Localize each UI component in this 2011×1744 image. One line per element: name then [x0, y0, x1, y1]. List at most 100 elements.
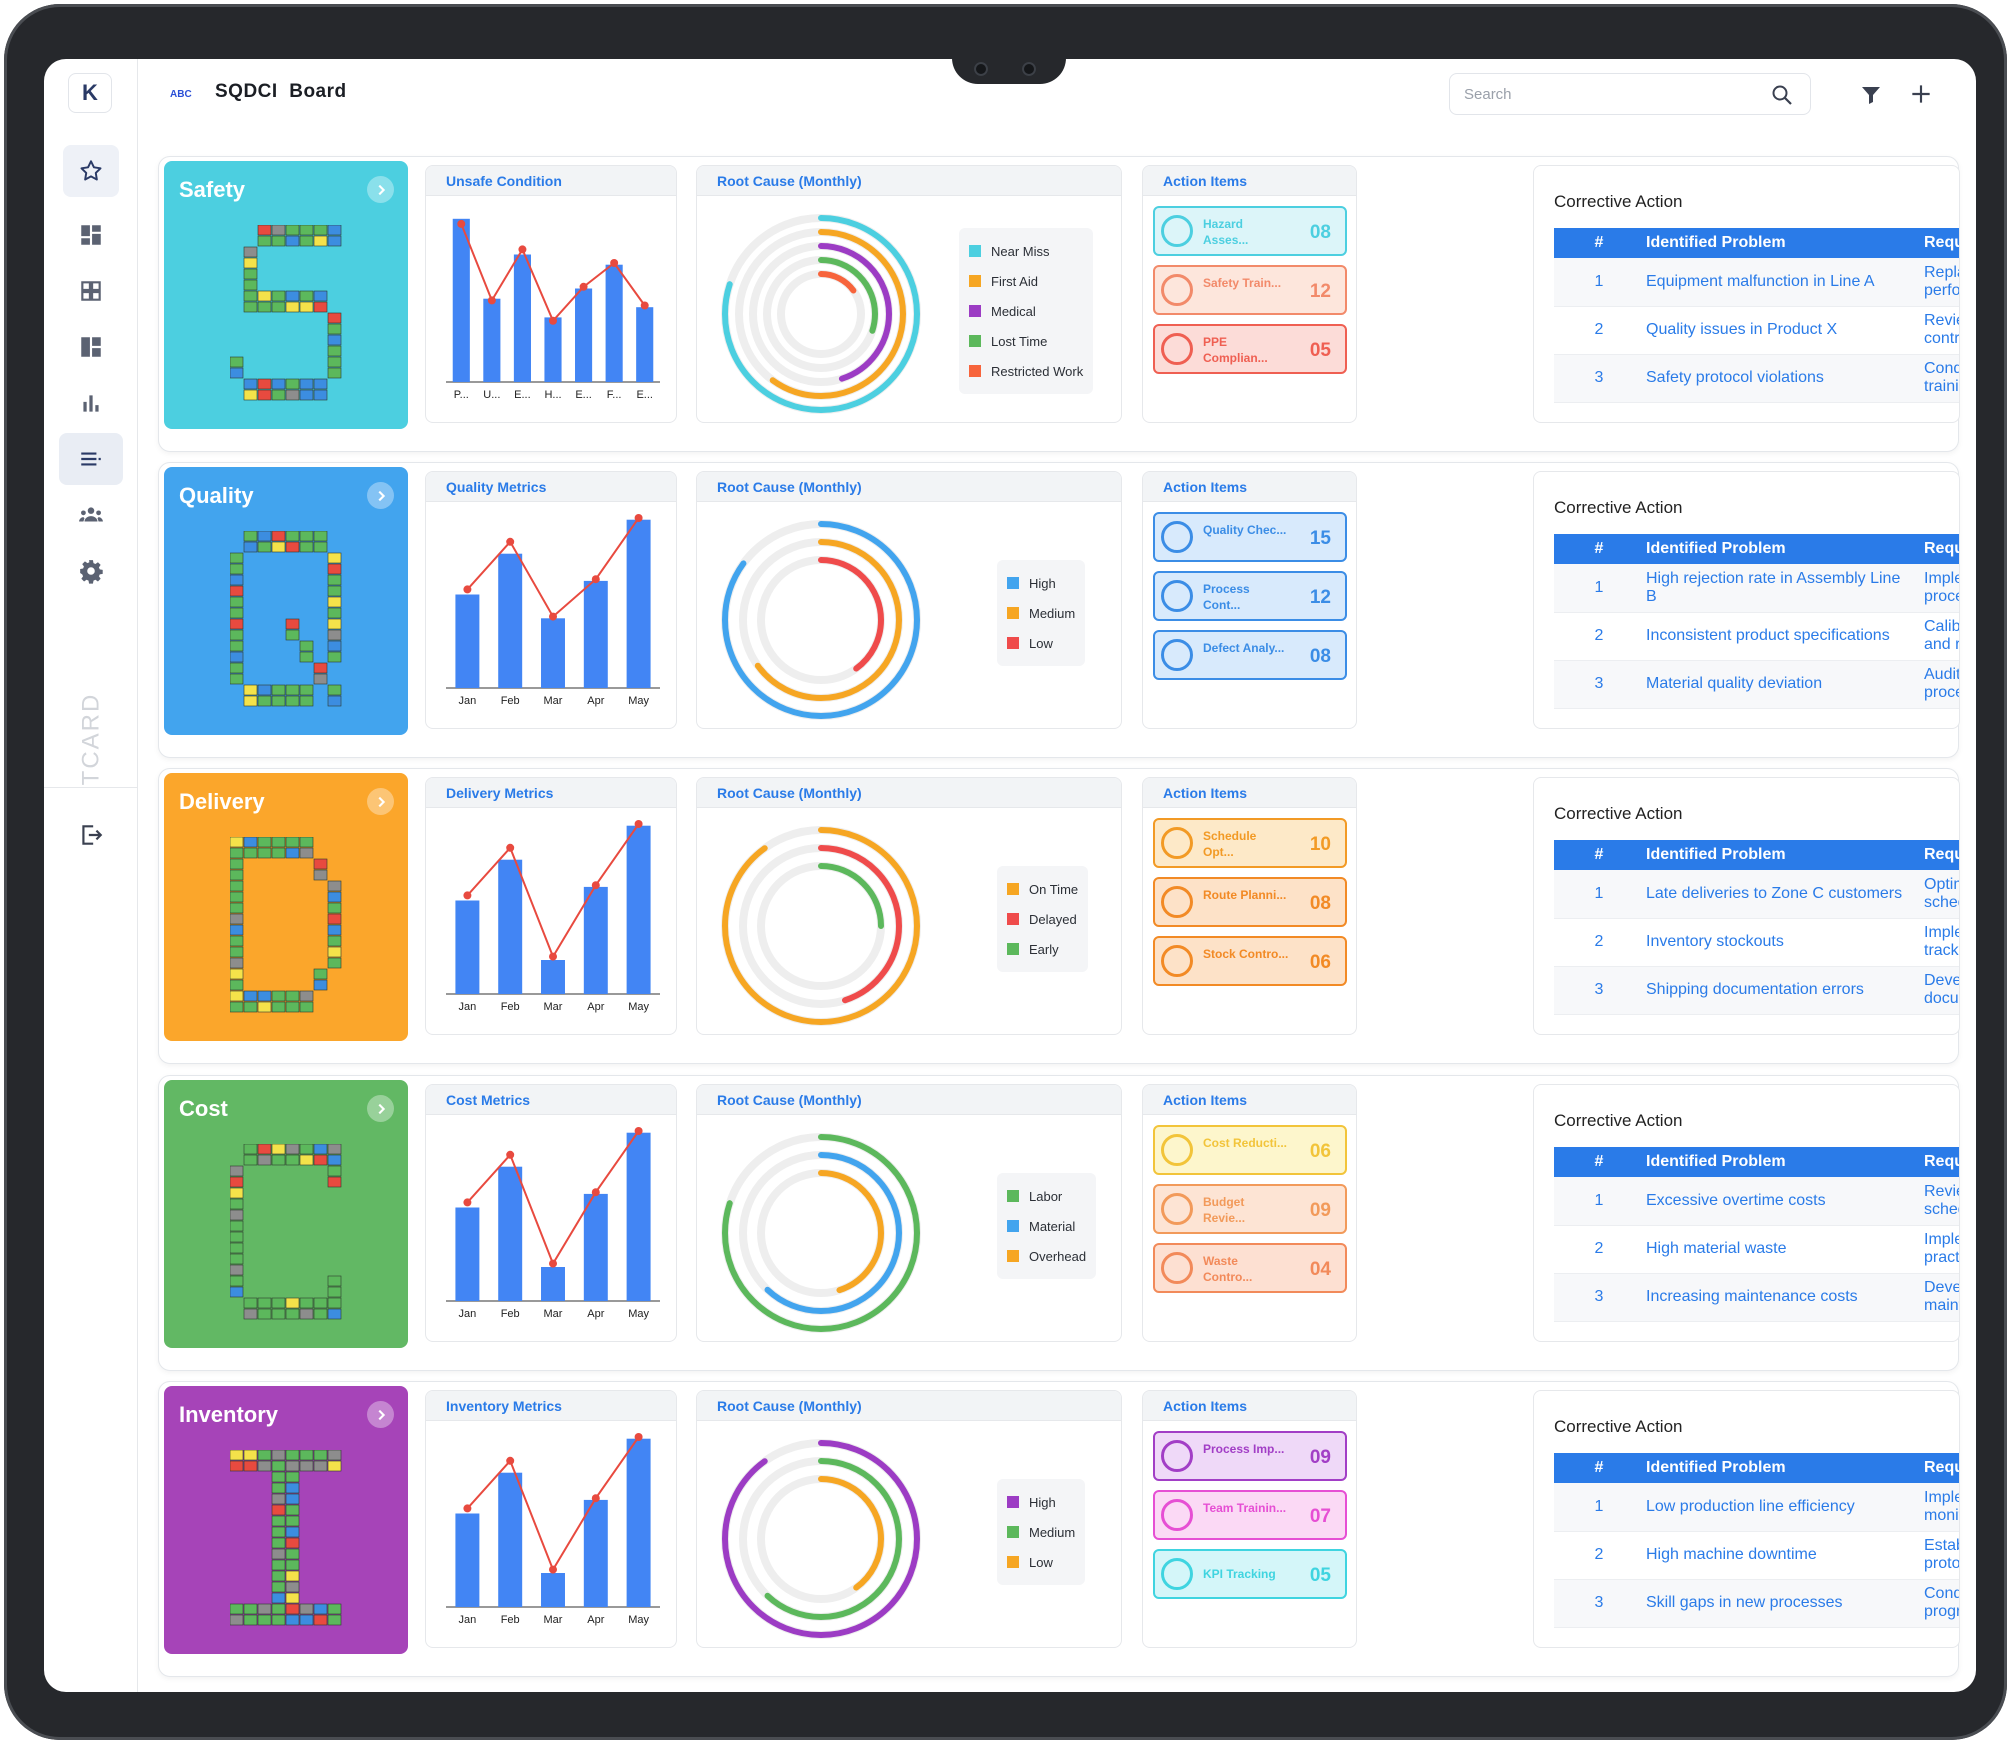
action-item[interactable]: Waste Contro... 04 [1153, 1243, 1347, 1293]
action-item[interactable]: Stock Contro... 06 [1153, 936, 1347, 986]
open-category-button[interactable] [367, 482, 394, 509]
radial-arc-low[interactable] [758, 557, 884, 683]
bar[interactable] [544, 317, 562, 382]
nav-grid[interactable] [59, 265, 123, 317]
legend-item[interactable]: On Time [1007, 874, 1078, 904]
nav-team[interactable] [59, 489, 123, 541]
legend-item[interactable]: Medium [1007, 1517, 1075, 1547]
column-header[interactable]: Identified Problem [1644, 228, 1924, 258]
open-category-button[interactable] [367, 1095, 394, 1122]
radial-arc-medium[interactable] [740, 539, 902, 701]
search-input[interactable] [1449, 73, 1811, 115]
legend-item[interactable]: Labor [1007, 1181, 1086, 1211]
legend-item[interactable]: High [1007, 568, 1075, 598]
bar[interactable] [513, 254, 531, 383]
category-tile-cost[interactable]: Cost [164, 1080, 408, 1348]
bar[interactable] [626, 1438, 651, 1607]
column-header[interactable]: Required Corrective Action [1924, 534, 1959, 564]
trend-point[interactable] [591, 1188, 600, 1197]
radial-arc-early[interactable] [758, 863, 884, 989]
radial-arc-lost-time[interactable] [764, 257, 878, 371]
bar[interactable] [541, 1267, 565, 1301]
radial-arc-material[interactable] [740, 1152, 902, 1314]
open-category-button[interactable] [367, 1401, 394, 1428]
trend-point[interactable] [634, 1127, 643, 1135]
trend-point[interactable] [549, 952, 557, 961]
search-icon[interactable] [1770, 83, 1794, 107]
column-header[interactable]: Required Corrective Action [1924, 1147, 1959, 1177]
legend-item[interactable]: Near Miss [969, 236, 1083, 266]
trend-point[interactable] [506, 1150, 515, 1159]
action-item[interactable]: Team Trainin... 07 [1153, 1490, 1347, 1540]
bar[interactable] [483, 298, 501, 382]
trend-point[interactable] [634, 820, 643, 828]
column-header[interactable]: # [1554, 228, 1644, 258]
column-header[interactable]: Identified Problem [1644, 840, 1924, 870]
bar[interactable] [626, 825, 651, 994]
bar[interactable] [452, 218, 470, 382]
action-item[interactable]: Budget Revie... 09 [1153, 1184, 1347, 1234]
nav-reports[interactable] [59, 377, 123, 429]
bar[interactable] [575, 288, 593, 383]
radial-arc-medical[interactable] [750, 243, 892, 385]
radial-arc-near-miss[interactable] [722, 215, 920, 413]
nav-dashboard[interactable] [59, 209, 123, 261]
action-item[interactable]: Process Cont... 12 [1153, 571, 1347, 621]
legend-item[interactable]: First Aid [969, 266, 1083, 296]
action-item[interactable]: KPI Tracking 05 [1153, 1549, 1347, 1599]
legend-item[interactable]: Medical [969, 296, 1083, 326]
trend-point[interactable] [591, 1494, 600, 1503]
nav-layout[interactable] [59, 321, 123, 373]
bar[interactable] [455, 900, 480, 995]
trend-point[interactable] [463, 1504, 472, 1513]
logout-button[interactable] [59, 809, 123, 861]
trend-point[interactable] [487, 296, 496, 305]
column-header[interactable]: # [1554, 534, 1644, 564]
add-icon[interactable] [1908, 81, 1934, 107]
trend-point[interactable] [549, 1259, 557, 1268]
bar[interactable] [583, 886, 608, 994]
legend-item[interactable]: Low [1007, 1547, 1075, 1577]
app-logo[interactable]: K [68, 73, 112, 113]
trend-point[interactable] [591, 575, 600, 584]
column-header[interactable]: Identified Problem [1644, 1453, 1924, 1483]
legend-item[interactable]: Early [1007, 934, 1078, 964]
radial-arc-high[interactable] [722, 1440, 920, 1638]
trend-point[interactable] [506, 1456, 515, 1465]
legend-item[interactable]: High [1007, 1487, 1075, 1517]
column-header[interactable]: Required Corrective Action [1924, 840, 1959, 870]
category-tile-inventory[interactable]: Inventory [164, 1386, 408, 1654]
table-row[interactable]: 1 Late deliveries to Zone C customers Opti… [1554, 870, 1959, 919]
bar[interactable] [455, 594, 480, 689]
legend-item[interactable]: Medium [1007, 598, 1075, 628]
trend-point[interactable] [610, 259, 619, 267]
action-item[interactable]: Defect Analy... 08 [1153, 630, 1347, 680]
bar[interactable] [498, 1166, 523, 1301]
bar[interactable] [455, 1207, 480, 1302]
category-tile-delivery[interactable]: Delivery [164, 773, 408, 1041]
radial-arc-medium[interactable] [740, 1458, 902, 1620]
bar[interactable] [583, 1499, 608, 1607]
radial-arc-on-time[interactable] [722, 827, 920, 1025]
action-item[interactable]: Hazard Asses... 08 [1153, 206, 1347, 256]
legend-item[interactable]: Low [1007, 628, 1075, 658]
trend-point[interactable] [634, 514, 643, 522]
action-item[interactable]: Process Imp... 09 [1153, 1431, 1347, 1481]
bar[interactable] [541, 1573, 565, 1607]
column-header[interactable]: # [1554, 840, 1644, 870]
nav-list[interactable] [59, 433, 123, 485]
bar[interactable] [636, 307, 654, 382]
trend-point[interactable] [591, 881, 600, 890]
bar[interactable] [498, 859, 523, 994]
trend-point[interactable] [457, 219, 466, 228]
bar[interactable] [605, 264, 623, 382]
